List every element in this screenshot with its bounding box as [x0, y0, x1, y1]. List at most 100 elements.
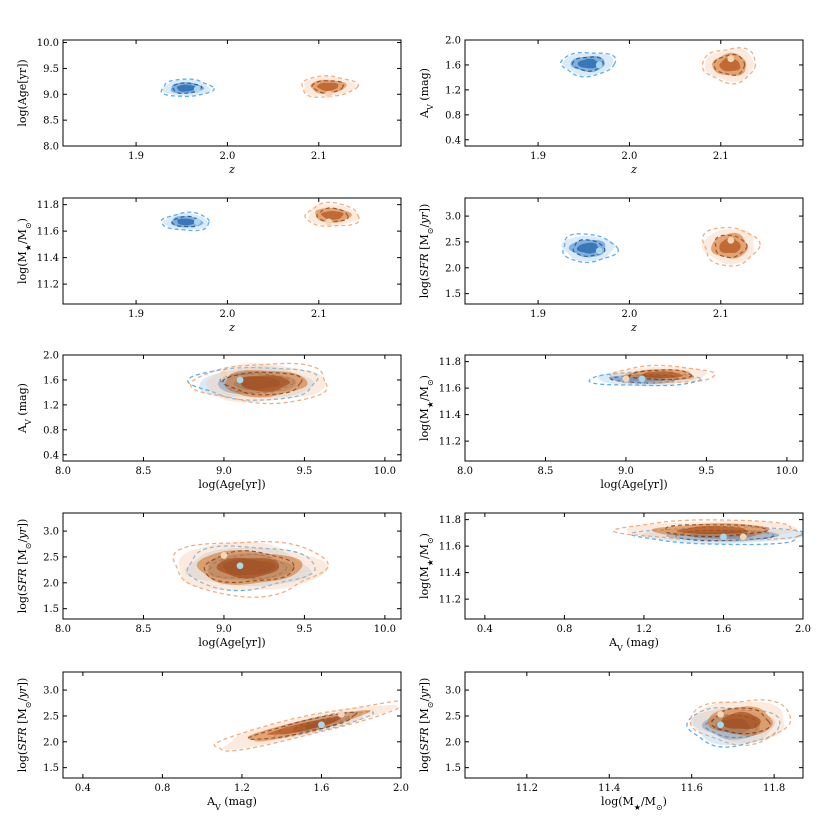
plot-area: [186, 362, 328, 405]
plot-area: [686, 699, 792, 748]
blue-contour-outer: [588, 370, 702, 387]
y-tick-label: 2.0: [445, 263, 461, 274]
x-tick-label: 2.0: [621, 309, 637, 320]
x-axis-label: z: [630, 163, 637, 176]
y-tick-label: 1.5: [445, 289, 461, 300]
x-tick-label: 8.0: [55, 624, 71, 635]
orange-density-level-3: [676, 526, 748, 534]
blue-series: [160, 78, 215, 98]
plot-area: [160, 75, 360, 98]
axes-frame: [62, 512, 402, 620]
blue-contour-outer: [160, 78, 215, 98]
x-tick-label: 2.0: [795, 624, 811, 635]
y-axis-label: log(Age[yr]): [16, 59, 29, 126]
orange-contour-outer: [701, 47, 756, 85]
orange-best-fit-marker: [325, 218, 333, 226]
orange-series: [701, 47, 756, 85]
x-tick-label: 2.1: [311, 309, 327, 320]
blue-best-fit-marker: [720, 533, 727, 541]
y-tick-label: 11.2: [439, 437, 461, 448]
x-tick-label: 8.5: [136, 624, 152, 635]
orange-contour-inner: [628, 369, 693, 381]
x-tick-label: 10.0: [776, 466, 798, 477]
y-tick-label: 3.0: [43, 686, 59, 697]
x-tick-label: 10.0: [374, 624, 396, 635]
x-tick-label: 2.0: [219, 309, 235, 320]
blue-density-level-3: [576, 242, 599, 254]
y-tick-label: 3.0: [445, 212, 461, 223]
x-axis-label: log(M★/M⊙): [601, 795, 667, 812]
y-tick-label: 0.4: [43, 450, 59, 461]
x-axis-label: log(Age[yr]): [600, 478, 667, 491]
y-axis-label: AV (mag): [16, 383, 33, 434]
y-axis-label: log(M★/M⊙): [418, 375, 435, 441]
y-tick-label: 1.2: [43, 400, 59, 411]
x-tick-label: 9.0: [618, 466, 634, 477]
x-axis-label: AV (mag): [206, 795, 257, 812]
panel-5: 8.0 8.5 9.0 9.5 10.0 0.4 0.8 1.2 1.6 2.0 log(Age[y…: [16, 351, 402, 491]
x-axis-label: AV (mag): [608, 636, 659, 653]
plot-area: [160, 201, 360, 232]
x-tick-label: 1.6: [314, 783, 330, 794]
blue-best-fit-marker: [236, 376, 244, 384]
y-tick-label: 10.0: [37, 38, 59, 49]
orange-density-level-3: [719, 237, 741, 253]
y-tick-label: 11.8: [439, 357, 461, 368]
blue-density-level-3: [177, 218, 197, 226]
y-tick-label: 1.5: [43, 763, 59, 774]
y-tick-label: 3.0: [43, 527, 59, 538]
x-axis-label: z: [630, 321, 637, 334]
x-tick-label: 2.1: [713, 151, 729, 162]
panel-8: 0.4 0.8 1.2 1.6 2.0 11.2 11.4 11.6 11.8 AV (mag) l…: [418, 512, 811, 653]
orange-contour-outer: [689, 699, 792, 747]
y-tick-label: 0.8: [43, 425, 59, 436]
x-tick-label: 1.9: [530, 151, 546, 162]
x-tick-label: 9.0: [216, 624, 232, 635]
blue-series: [559, 51, 617, 78]
orange-series: [301, 75, 360, 98]
orange-series: [189, 362, 328, 405]
y-tick-label: 11.4: [439, 568, 461, 579]
plot-area: [588, 364, 716, 387]
axes-frame: [62, 354, 402, 462]
y-tick-label: 1.6: [43, 375, 59, 386]
y-tick-label: 9.5: [43, 64, 59, 75]
orange-contour-inner: [714, 234, 748, 259]
orange-best-fit-marker: [727, 55, 735, 63]
orange-density-level-3: [239, 375, 290, 392]
y-tick-label: 11.6: [439, 384, 461, 395]
orange-best-fit-marker: [717, 711, 724, 718]
x-tick-label: 0.4: [75, 783, 91, 794]
x-tick-label: 10.0: [374, 466, 396, 477]
orange-contour-inner: [311, 80, 344, 94]
orange-contour-outer: [304, 201, 360, 227]
blue-best-fit-marker: [193, 218, 201, 226]
x-tick-label: 11.6: [681, 783, 703, 794]
panel-1: 1.9 2.0 2.1 8.0 8.5 9.0 9.5 10.0 z log(Age[yr]): [16, 38, 402, 176]
panel-10: 11.2 11.4 11.6 11.8 1.5 2.0 2.5 3.0 log(M★/M⊙) lo…: [418, 671, 804, 812]
y-tick-label: 8.5: [43, 116, 59, 127]
orange-series: [304, 201, 360, 227]
y-tick-label: 11.2: [37, 280, 59, 291]
axes-frame: [62, 197, 402, 305]
orange-contour-inner: [316, 207, 349, 223]
blue-contour-outer: [686, 706, 781, 748]
orange-contour-inner: [247, 711, 358, 740]
orange-density-level-3: [721, 711, 761, 730]
x-axis-label: log(Age[yr]): [198, 478, 265, 491]
x-tick-label: 8.0: [457, 466, 473, 477]
panel-4: 1.9 2.0 2.1 1.5 2.0 2.5 3.0 z log(SFR [M⊙/yr]): [418, 197, 804, 334]
y-tick-label: 1.6: [445, 60, 461, 71]
axes-frame: [464, 197, 804, 305]
y-tick-label: 11.8: [37, 200, 59, 211]
orange-contour-outer: [701, 226, 761, 267]
x-axis-label: log(Age[yr]): [198, 636, 265, 649]
x-tick-label: 8.5: [136, 466, 152, 477]
x-tick-label: 2.0: [621, 151, 637, 162]
blue-contour-inner: [171, 215, 200, 228]
panel-7: 8.0 8.5 9.0 9.5 10.0 1.5 2.0 2.5 3.0 log(Age[yr])…: [16, 512, 402, 649]
orange-series: [701, 226, 761, 267]
y-tick-label: 0.4: [445, 135, 461, 146]
y-tick-label: 2.0: [445, 737, 461, 748]
y-tick-label: 1.5: [445, 763, 461, 774]
